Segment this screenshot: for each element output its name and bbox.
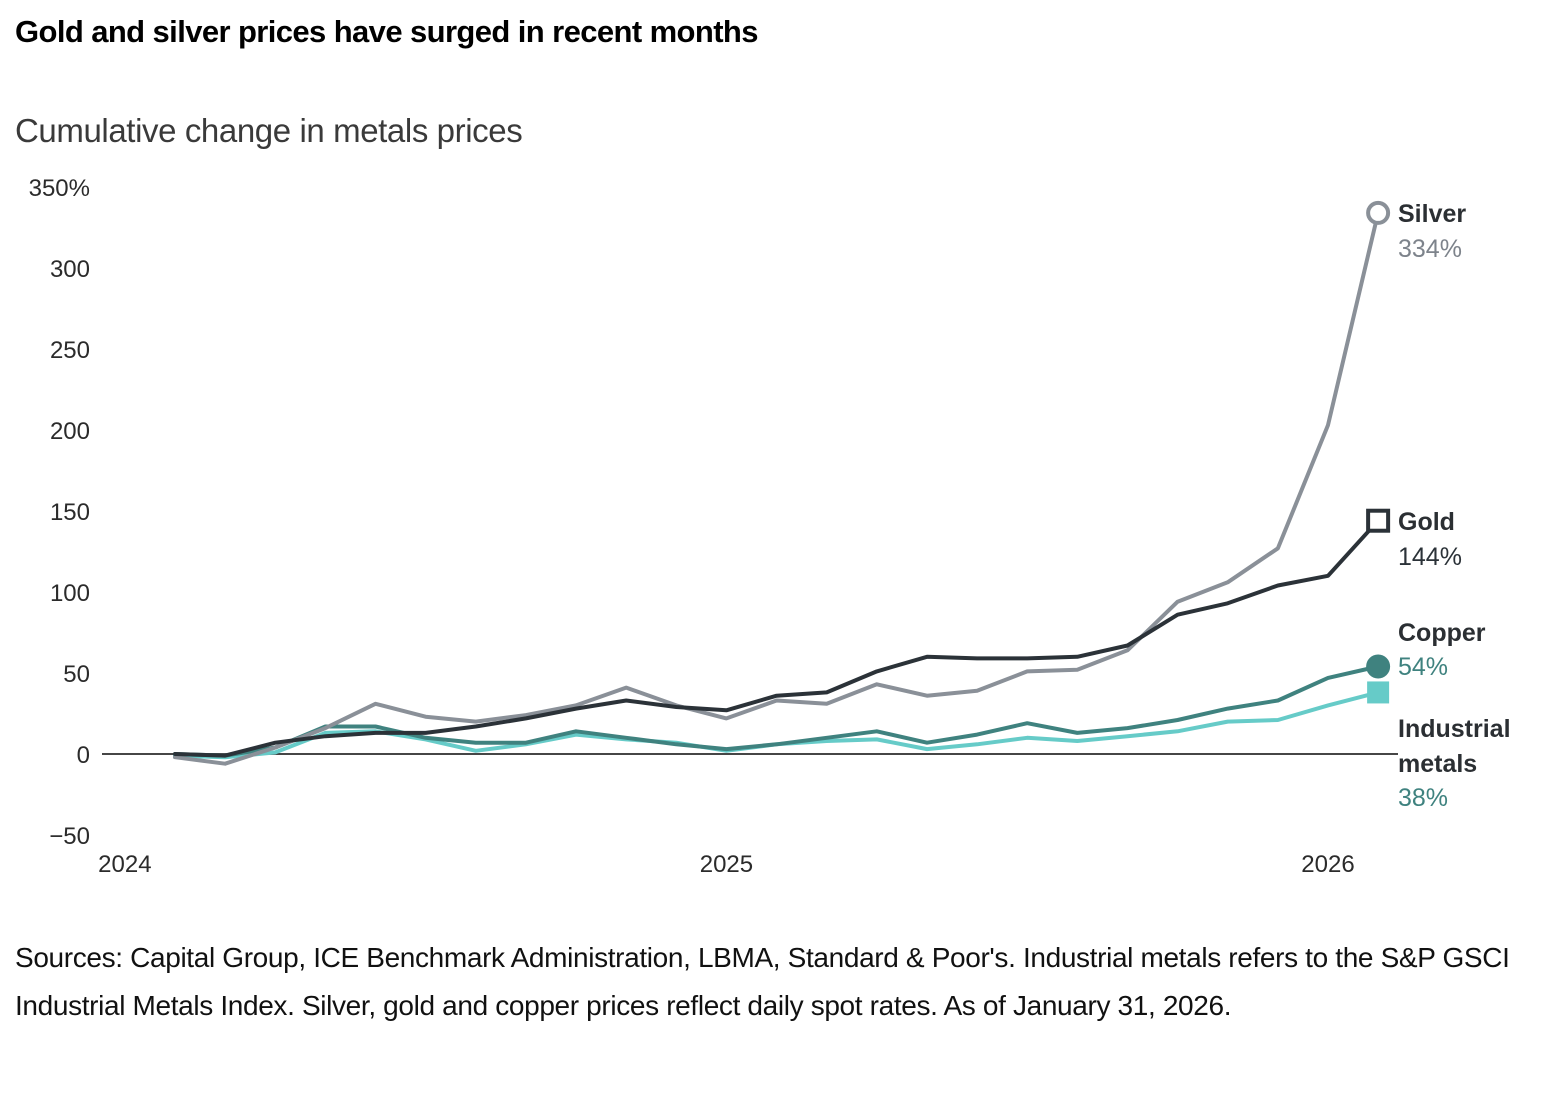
copper-end-marker	[1366, 654, 1391, 679]
series-lines	[173, 210, 1381, 766]
chart-title: Gold and silver prices have surged in re…	[15, 14, 759, 49]
x-tick-label: 2026	[1301, 851, 1354, 878]
chart-subtitle: Cumulative change in metals prices	[15, 112, 523, 149]
x-tick-label: 2025	[700, 851, 753, 878]
series-labels: Silver 334% Gold 144% Copper 54% Industrial met…	[1398, 200, 1511, 812]
silver-label-value: 334%	[1398, 235, 1462, 263]
line-chart: 350% 300 250 200 150 100 50 0 −50 2024 2025 2026 S…	[29, 175, 1511, 878]
y-tick-label: −50	[49, 823, 90, 850]
y-tick-label: 0	[77, 742, 90, 769]
silver-end-marker	[1366, 200, 1391, 225]
y-tick-label: 350%	[29, 175, 90, 202]
industrial-metals-label-name: Industrial	[1398, 715, 1511, 743]
gold-end-marker	[1366, 508, 1391, 533]
copper-label-name: Copper	[1398, 619, 1486, 647]
gold-label-value: 144%	[1398, 543, 1462, 571]
gold-label-name: Gold	[1398, 508, 1455, 536]
industrial-metals-end-marker	[1367, 681, 1390, 704]
copper-line	[173, 664, 1381, 758]
copper-label-value: 54%	[1398, 653, 1448, 681]
industrial-metals-label-name: metals	[1398, 750, 1477, 778]
series-markers	[1366, 200, 1391, 704]
industrial-metals-label-value: 38%	[1398, 784, 1448, 812]
x-tick-label: 2024	[98, 851, 151, 878]
y-tick-label: 150	[50, 499, 90, 526]
y-tick-label: 100	[50, 580, 90, 607]
y-tick-label: 200	[50, 418, 90, 445]
silver-label-name: Silver	[1398, 200, 1466, 228]
x-axis: 2024 2025 2026	[98, 851, 1355, 878]
y-tick-label: 300	[50, 256, 90, 283]
y-tick-label: 50	[63, 661, 90, 688]
source-footnote: Sources: Capital Group, ICE Benchmark Ad…	[15, 942, 1510, 1021]
y-axis: 350% 300 250 200 150 100 50 0 −50	[29, 175, 90, 850]
gold-line	[173, 518, 1381, 758]
silver-line	[173, 210, 1381, 766]
y-tick-label: 250	[50, 337, 90, 364]
